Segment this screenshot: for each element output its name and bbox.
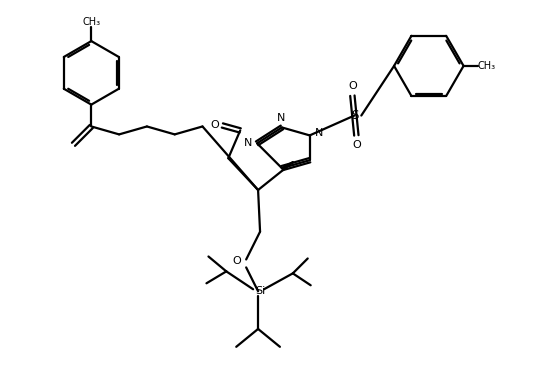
Text: N: N [244, 138, 252, 149]
Text: CH₃: CH₃ [82, 17, 101, 27]
Text: O: O [352, 140, 360, 150]
Text: O: O [210, 120, 219, 130]
Text: Si: Si [255, 286, 265, 296]
Text: CH₃: CH₃ [477, 61, 495, 71]
Text: N: N [277, 112, 285, 123]
Text: N: N [314, 129, 323, 138]
Text: O: O [348, 81, 357, 91]
Text: O: O [233, 256, 242, 267]
Text: S: S [352, 109, 359, 122]
